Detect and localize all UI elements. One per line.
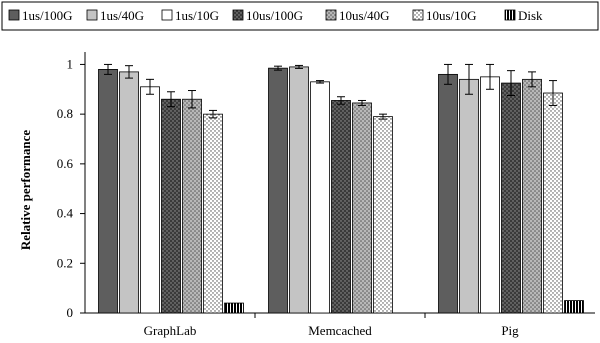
- legend-label: Disk: [518, 8, 543, 23]
- bar: [203, 113, 223, 314]
- bar: [289, 66, 309, 314]
- legend-swatch: [504, 9, 516, 21]
- y-tick-label: 1: [67, 56, 74, 71]
- bar: [564, 300, 584, 314]
- bar: [161, 98, 181, 314]
- legend-box: [1, 1, 599, 31]
- legend-label: 1us/40G: [100, 8, 144, 23]
- y-ticks: 0 0.2 0.4 0.6 0.8 1: [57, 56, 85, 320]
- bar: [224, 302, 244, 314]
- y-tick-label: 0.8: [57, 106, 73, 121]
- legend-swatch: [161, 9, 173, 21]
- bar: [459, 78, 479, 314]
- bar: [268, 67, 288, 314]
- bar: [310, 81, 330, 314]
- legend-label: 1us/10G: [175, 8, 219, 23]
- error-bars: [104, 63, 557, 120]
- bar: [522, 78, 542, 314]
- legend-label: 10us/100G: [246, 8, 303, 23]
- legend-swatch: [325, 9, 337, 21]
- bar: [182, 98, 202, 314]
- bar: [543, 92, 563, 314]
- legend-label: 10us/40G: [339, 8, 390, 23]
- bar: [140, 86, 160, 314]
- x-tick-label: Pig: [501, 323, 519, 338]
- bar: [119, 71, 139, 314]
- bar: [373, 116, 393, 314]
- bar: [352, 102, 372, 314]
- bar: [331, 100, 351, 314]
- bar: [501, 82, 521, 314]
- y-tick-label: 0.4: [57, 206, 74, 221]
- legend: 1us/100G 1us/40G 1us/10G 10us/100G 10us/40G 1…: [1, 1, 599, 31]
- bar: [98, 69, 118, 314]
- legend-swatch: [412, 9, 424, 21]
- legend-swatch: [86, 9, 98, 21]
- legend-label: 10us/10G: [426, 8, 477, 23]
- legend-label: 1us/100G: [22, 8, 73, 23]
- y-tick-label: 0: [67, 305, 74, 320]
- legend-swatch: [232, 9, 244, 21]
- legend-swatch: [8, 9, 20, 21]
- y-axis-label: Relative performance: [18, 130, 33, 250]
- y-tick-label: 0.6: [57, 156, 74, 171]
- y-tick-label: 0.2: [57, 255, 73, 270]
- bar: [438, 73, 458, 314]
- x-tick-label: GraphLab: [144, 323, 197, 338]
- x-ticks: GraphLab Memcached Pig: [144, 313, 519, 338]
- bar: [480, 76, 500, 314]
- x-tick-label: Memcached: [308, 323, 372, 338]
